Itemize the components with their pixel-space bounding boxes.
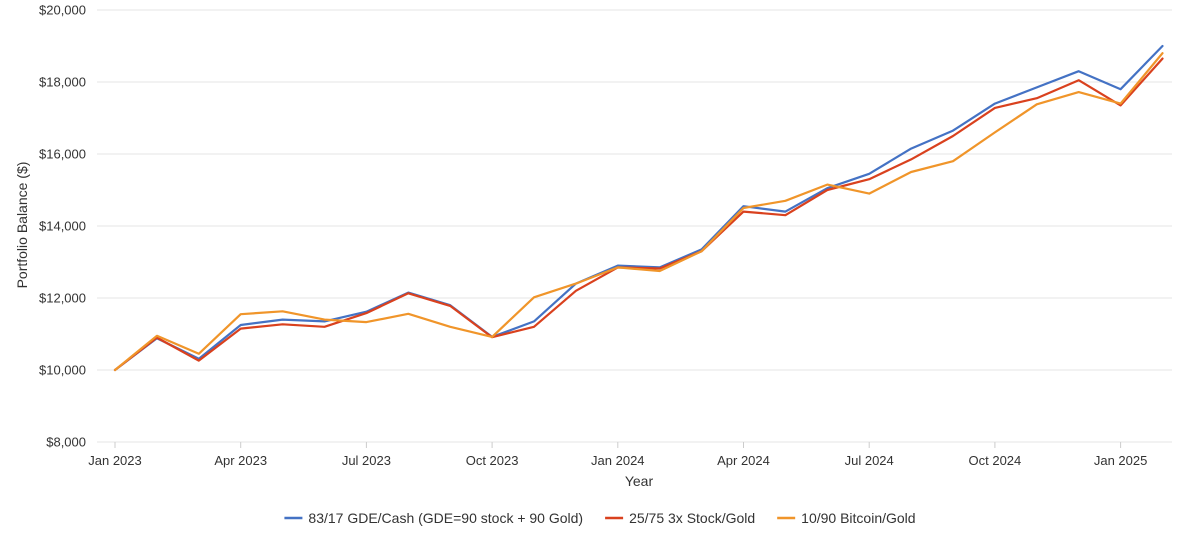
series-lines: [113, 44, 1164, 372]
x-tick-label: Jul 2024: [845, 453, 894, 468]
y-tick-label: $10,000: [39, 363, 86, 378]
legend-label: 83/17 GDE/Cash (GDE=90 stock + 90 Gold): [308, 510, 583, 526]
legend-label: 25/75 3x Stock/Gold: [629, 510, 755, 526]
x-tick-label: Jan 2024: [591, 453, 645, 468]
series-line-3: [113, 52, 1164, 372]
x-tick-label: Jul 2023: [342, 453, 391, 468]
x-tick-label: Apr 2023: [214, 453, 267, 468]
x-axis-title: Year: [625, 473, 654, 489]
legend: 83/17 GDE/Cash (GDE=90 stock + 90 Gold) 2…: [284, 510, 916, 526]
y-axis-tick-labels: $8,000 $10,000 $12,000 $14,000 $16,000 $18,00…: [39, 3, 86, 450]
y-tick-label: $16,000: [39, 147, 86, 162]
x-axis-ticks: Jan 2023 Apr 2023 Jul 2023 Oct 2023 Jan 2024…: [88, 442, 1147, 468]
legend-item[interactable]: 25/75 3x Stock/Gold: [605, 510, 755, 526]
legend-item[interactable]: 83/17 GDE/Cash (GDE=90 stock + 90 Gold): [284, 510, 583, 526]
legend-label: 10/90 Bitcoin/Gold: [801, 510, 915, 526]
x-tick-label: Jan 2025: [1094, 453, 1148, 468]
x-tick-label: Oct 2023: [466, 453, 519, 468]
x-tick-label: Jan 2023: [88, 453, 142, 468]
series-line-1: [113, 44, 1164, 372]
y-tick-label: $12,000: [39, 291, 86, 306]
y-axis-title: Portfolio Balance ($): [14, 162, 30, 289]
y-tick-label: $8,000: [46, 435, 86, 450]
y-tick-label: $14,000: [39, 219, 86, 234]
y-tick-label: $20,000: [39, 3, 86, 18]
legend-item[interactable]: 10/90 Bitcoin/Gold: [777, 510, 916, 526]
y-tick-label: $18,000: [39, 75, 86, 90]
x-tick-label: Oct 2024: [969, 453, 1022, 468]
gridlines: [97, 9, 1172, 443]
series-line-2: [113, 57, 1164, 372]
x-tick-label: Apr 2024: [717, 453, 770, 468]
